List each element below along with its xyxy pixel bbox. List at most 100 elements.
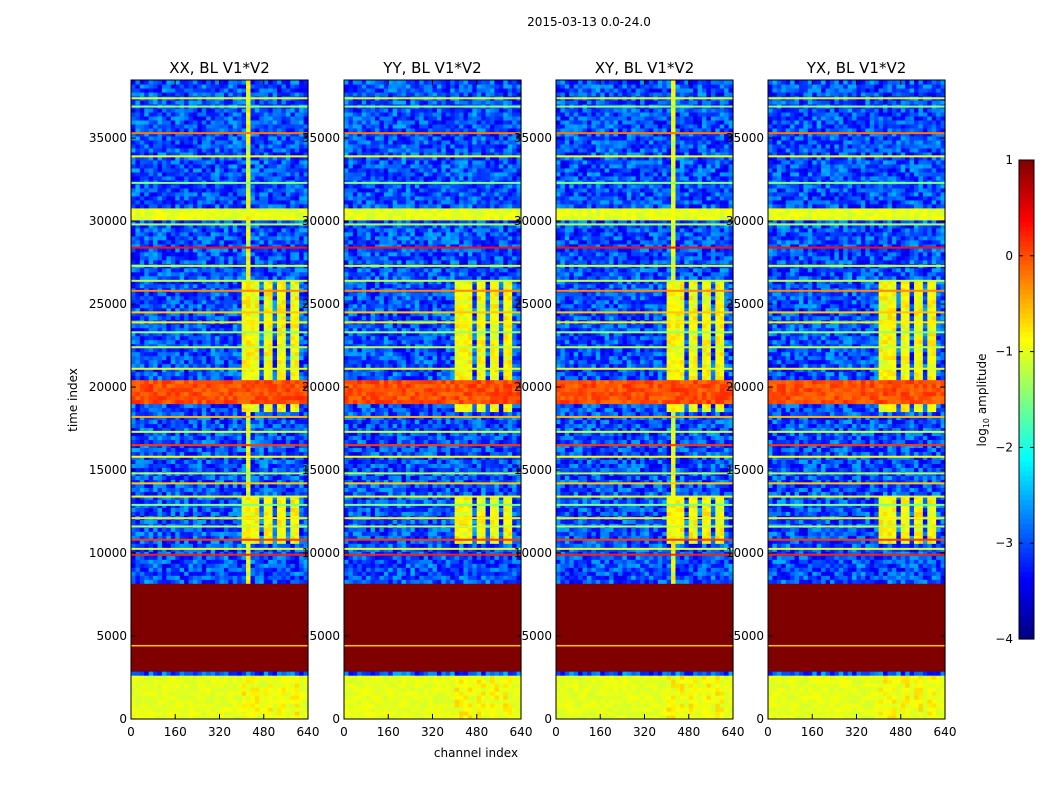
heatmap-cell — [286, 400, 291, 405]
heatmap-cell — [197, 236, 202, 241]
heatmap-cell — [233, 671, 238, 676]
heatmap-cell — [211, 675, 216, 680]
heatmap-cell — [259, 336, 264, 341]
heatmap-cell — [171, 268, 176, 273]
heatmap-cell — [233, 699, 238, 704]
heatmap-cell — [268, 384, 273, 389]
heatmap-cell — [250, 563, 255, 568]
heatmap-cell — [175, 360, 180, 365]
heatmap-cell — [242, 360, 247, 365]
heatmap-cell — [299, 435, 304, 440]
heatmap-cell — [153, 711, 158, 716]
heatmap-cell — [242, 607, 247, 612]
heatmap-cell — [250, 260, 255, 265]
heatmap-cell — [140, 256, 145, 261]
heatmap-cell — [202, 615, 207, 620]
heatmap-cell — [264, 324, 269, 329]
heatmap-cell — [189, 252, 194, 257]
heatmap-cell — [211, 356, 216, 361]
heatmap-cell — [237, 372, 242, 377]
heatmap-cell — [264, 292, 269, 297]
heatmap-cell — [180, 364, 185, 369]
heatmap-cell — [144, 699, 149, 704]
heatmap-cell — [166, 240, 171, 245]
heatmap-cell — [135, 543, 140, 548]
heatmap-cell — [189, 360, 194, 365]
heatmap-cell — [242, 236, 247, 241]
heatmap-cell — [171, 667, 176, 672]
heatmap-cell — [184, 384, 189, 389]
heatmap-cell — [273, 711, 278, 716]
heatmap-cell — [233, 256, 238, 261]
heatmap-cell — [264, 228, 269, 233]
heatmap-cell — [273, 623, 278, 628]
heatmap-cell — [228, 423, 233, 428]
heatmap-cell — [162, 348, 167, 353]
heatmap-cell — [290, 499, 295, 504]
heatmap-cell — [264, 376, 269, 381]
heatmap-cell — [255, 411, 260, 416]
heatmap-cell — [228, 419, 233, 424]
heatmap-cell — [193, 340, 198, 345]
heatmap-cell — [281, 304, 286, 309]
heatmap-cell — [215, 691, 220, 696]
heatmap-cell — [211, 400, 216, 405]
heatmap-cell — [273, 655, 278, 660]
heatmap-cell — [197, 531, 202, 536]
heatmap-cell — [180, 336, 185, 341]
heatmap-cell — [202, 691, 207, 696]
heatmap-cell — [162, 659, 167, 664]
heatmap-cell — [259, 304, 264, 309]
heatmap-cell — [295, 575, 300, 580]
heatmap-cell — [246, 711, 251, 716]
heatmap-cell — [211, 240, 216, 245]
heatmap-cell — [166, 491, 171, 496]
heatmap-cell — [197, 364, 202, 369]
heatmap-cell — [149, 603, 154, 608]
heatmap-cell — [237, 587, 242, 592]
heatmap-cell — [206, 595, 211, 600]
heatmap-cell — [290, 439, 295, 444]
heatmap-cell — [162, 575, 167, 580]
heatmap-cell — [162, 260, 167, 265]
heatmap-cell — [166, 284, 171, 289]
heatmap-cell — [295, 388, 300, 393]
heatmap-cell — [144, 567, 149, 572]
heatmap-cell — [189, 563, 194, 568]
heatmap-cell — [255, 663, 260, 668]
heatmap-cell — [149, 599, 154, 604]
heatmap-cell — [197, 583, 202, 588]
heatmap-cell — [295, 691, 300, 696]
heatmap-cell — [197, 607, 202, 612]
heatmap-cell — [193, 407, 198, 412]
heatmap-cell — [211, 631, 216, 636]
heatmap-cell — [175, 384, 180, 389]
heatmap-cell — [175, 356, 180, 361]
heatmap-cell — [273, 232, 278, 237]
heatmap-cell — [149, 352, 154, 357]
heatmap-cell — [233, 587, 238, 592]
heatmap-cell — [197, 611, 202, 616]
heatmap-cell — [158, 675, 163, 680]
heatmap-cell — [144, 675, 149, 680]
heatmap-cell — [228, 384, 233, 389]
heatmap-cell — [250, 459, 255, 464]
heatmap-cell — [153, 372, 158, 377]
heatmap-cell — [171, 687, 176, 692]
heatmap-cell — [215, 559, 220, 564]
heatmap-cell — [255, 691, 260, 696]
heatmap-cell — [255, 695, 260, 700]
heatmap-cell — [259, 268, 264, 273]
heatmap-cell — [220, 671, 225, 676]
heatmap-cell — [193, 611, 198, 616]
heatmap-cell — [250, 296, 255, 301]
heatmap-cell — [153, 671, 158, 676]
heatmap-cell — [246, 419, 251, 424]
heatmap-cell — [158, 651, 163, 656]
heatmap-cell — [166, 435, 171, 440]
heatmap-cell — [228, 687, 233, 692]
heatmap-cell — [228, 232, 233, 237]
heatmap-cell — [277, 459, 282, 464]
heatmap-cell — [171, 663, 176, 668]
heatmap-cell — [166, 599, 171, 604]
